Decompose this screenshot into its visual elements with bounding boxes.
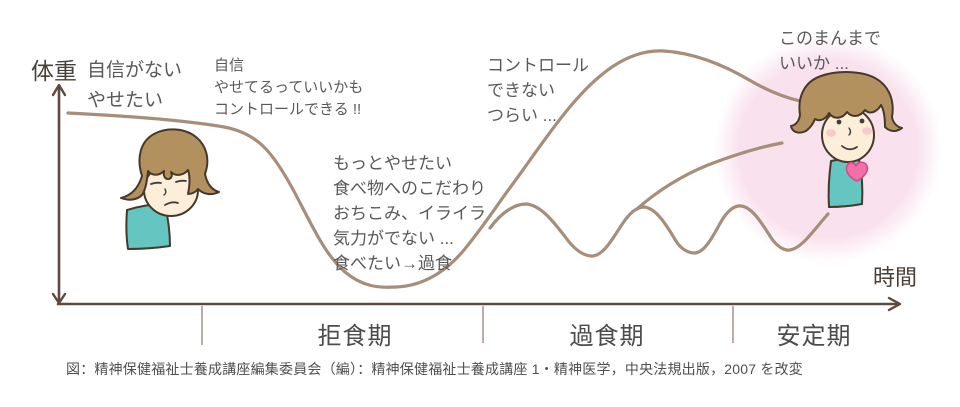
sad-girl-frown-mouth <box>164 201 179 206</box>
annotation-no-confidence: 自信がない やせたい <box>87 60 183 111</box>
happy-girl-blush-right <box>862 127 872 135</box>
x-axis <box>56 296 902 312</box>
happy-girl-hair <box>790 71 903 134</box>
y-axis-label: 体重 <box>31 58 77 84</box>
weight-curve-binge-wave <box>488 202 830 258</box>
sad-girl-closed-eyes <box>150 179 187 185</box>
phase-label-anorexic: 拒食期 <box>317 323 393 350</box>
happy-girl-smile-mouth <box>841 145 858 151</box>
annotation-stay-as-is: このまんまで いいか ... <box>779 29 881 73</box>
happy-girl-nose <box>848 127 852 136</box>
annotation-confidence: 自信 やせてるっていいかも コントロールできる !! <box>214 57 364 118</box>
phase-label-stable: 安定期 <box>776 323 852 350</box>
happy-girl-right-eye <box>859 118 865 124</box>
happy-girl-left-eye <box>836 119 842 125</box>
weight-curve-recovery <box>635 141 784 211</box>
phase-tick-marks <box>201 306 734 345</box>
sad-girl-illustration <box>120 128 220 250</box>
happy-girl-illustration <box>790 71 903 208</box>
sad-girl-nose <box>163 188 167 196</box>
annotation-dip-symptoms: もっとやせたい 食べ物へのこだわり おちこみ、イライラ 気力がでない ... 食… <box>333 154 486 273</box>
heart-brooch-icon <box>845 161 869 182</box>
source-caption: 図：精神保健福祉士養成講座編集委員会（編）：精神保健福祉士養成講座 1・精神医学… <box>66 361 803 377</box>
sad-girl-hair <box>120 128 220 201</box>
happy-girl-blush-left <box>826 129 836 137</box>
phase-label-binge: 過食期 <box>569 323 645 350</box>
y-axis-up-arrow-icon <box>51 83 67 97</box>
x-axis-label: 時間 <box>873 265 918 290</box>
y-axis <box>51 83 67 305</box>
weight-curve-main <box>66 49 802 289</box>
x-axis-right-arrow-icon <box>887 296 902 312</box>
annotation-no-control: コントロール できない つらい ... <box>487 56 589 125</box>
